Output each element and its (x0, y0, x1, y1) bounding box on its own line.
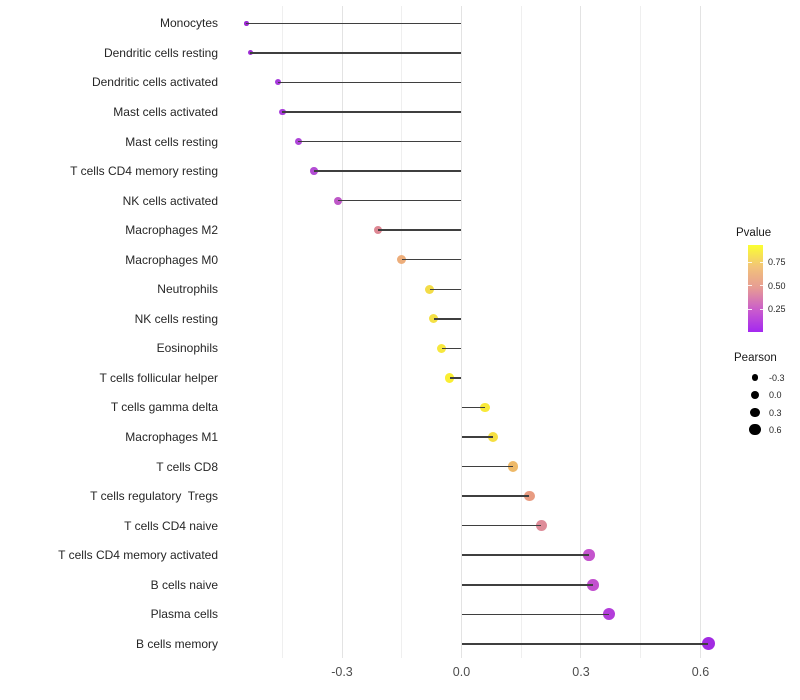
pvalue-colorbar-tick (748, 285, 752, 287)
y-axis-label: Mast cells resting (125, 134, 218, 149)
lollipop-dot (436, 343, 447, 354)
y-axis-label: T cells follicular helper (99, 370, 219, 385)
lollipop-dot (488, 431, 499, 443)
lollipop-stem (461, 613, 609, 616)
lollipop-stem (338, 199, 462, 202)
y-axis-label: Plasma cells (150, 607, 218, 622)
pvalue-colorbar-tick (759, 261, 763, 263)
gridline-major (461, 6, 462, 658)
lollipop-stem (441, 347, 462, 350)
y-axis-label: T cells CD4 memory resting (70, 164, 218, 179)
pearson-size-dot (750, 390, 760, 400)
lollipop-stem (461, 465, 514, 468)
y-axis-label: T cells CD4 memory activated (58, 548, 218, 563)
lollipop-stem (433, 318, 462, 320)
gridline-minor (640, 6, 642, 658)
pvalue-tick-label: 0.25 (768, 304, 786, 314)
y-axis-label: Macrophages M2 (125, 223, 218, 238)
lollipop-stem (250, 52, 462, 54)
gridline-major (699, 6, 701, 658)
pvalue-tick-label: 0.75 (768, 257, 786, 267)
lollipop-stem (246, 22, 462, 25)
y-axis-label: NK cells resting (134, 311, 218, 326)
lollipop-stem (461, 406, 486, 409)
lollipop-stem (461, 524, 542, 527)
x-tick-label: -0.3 (331, 665, 353, 679)
pearson-size-label: 0.6 (769, 424, 782, 435)
lollipop-dot (583, 549, 595, 561)
lollipop-stem (461, 554, 589, 556)
pvalue-colorbar-tick (748, 261, 752, 263)
y-axis-label: B cells memory (135, 636, 218, 651)
x-tick-label: 0.0 (452, 665, 471, 679)
lollipop-dot (508, 461, 519, 472)
pvalue-colorbar-tick (748, 308, 752, 310)
lollipop-stem (401, 258, 462, 261)
lollipop-stem (282, 111, 462, 113)
y-axis-label: Eosinophils (156, 341, 218, 356)
pvalue-colorbar-tick (759, 285, 763, 287)
y-axis-label: Macrophages M1 (125, 430, 218, 444)
lollipop-stem (461, 495, 530, 497)
gridline-major (341, 6, 343, 658)
y-axis-label: T cells regulatory Tregs (90, 489, 218, 504)
lollipop-stem (278, 81, 462, 84)
pvalue-tick-label: 0.50 (768, 280, 786, 291)
lollipop-dot (523, 490, 535, 502)
pearson-legend-title: Pearson (734, 352, 777, 364)
lollipop-stem (461, 643, 709, 645)
lollipop-dot (602, 608, 615, 621)
pvalue-colorbar (748, 245, 763, 332)
lollipop-stem (461, 584, 593, 586)
lollipop-stem (377, 229, 462, 231)
y-axis-label: Monocytes (159, 16, 218, 31)
pearson-size-dot (751, 374, 759, 381)
y-axis-label: T cells CD8 (156, 459, 218, 474)
gridline-minor (281, 6, 283, 658)
y-axis-label: T cells gamma delta (110, 400, 218, 415)
lollipop-stem (461, 436, 494, 438)
y-axis-label: T cells CD4 naive (124, 518, 218, 533)
y-axis-label: B cells naive (150, 577, 218, 592)
gridline-major (580, 6, 582, 658)
y-axis-label: Mast cells activated (113, 104, 218, 119)
y-axis-label: Dendritic cells resting (103, 45, 218, 60)
x-tick-label: 0.3 (572, 665, 590, 679)
lollipop-stem (314, 170, 462, 172)
y-axis-label: Dendritic cells activated (91, 75, 218, 90)
pearson-size-dot (749, 423, 761, 436)
lollipop-dot (701, 637, 716, 651)
y-axis-label: Macrophages M0 (125, 252, 218, 267)
pearson-size-dot (750, 407, 760, 418)
pearson-size-label: -0.3 (769, 372, 785, 383)
lollipop-dot (275, 79, 282, 86)
y-axis-label: NK cells activated (122, 193, 218, 208)
lollipop-stem (449, 377, 462, 379)
gridline-minor (520, 6, 522, 658)
lollipop-stem (298, 140, 462, 143)
pvalue-legend-title: Pvalue (736, 227, 772, 239)
pearson-size-label: 0.0 (769, 390, 782, 400)
pearson-size-label: 0.3 (769, 407, 782, 418)
y-axis-label: Neutrophils (157, 282, 218, 297)
gridline-minor (401, 6, 403, 658)
lollipop-dot (334, 196, 342, 205)
pvalue-colorbar-tick (759, 308, 763, 310)
x-tick-label: 0.6 (691, 665, 710, 679)
lollipop-stem (429, 288, 462, 290)
